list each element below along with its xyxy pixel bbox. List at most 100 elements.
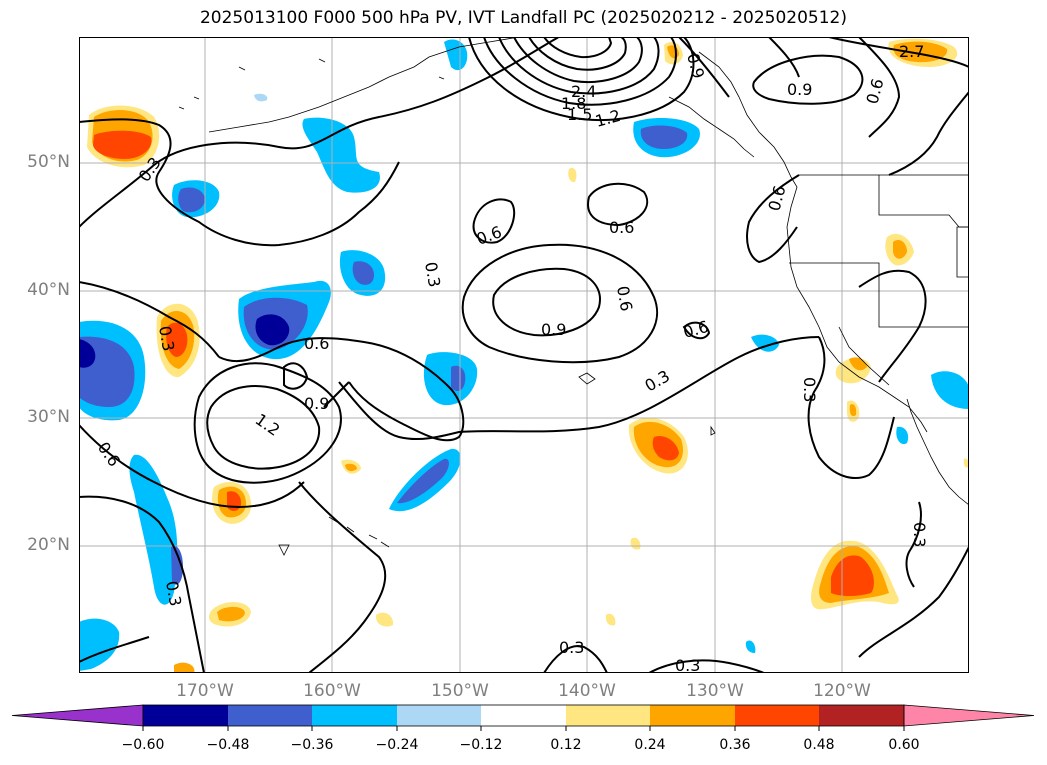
contour-line <box>193 362 342 484</box>
contour-label: 0.6 <box>609 218 634 237</box>
lon-label-160w: 160°W <box>303 681 361 701</box>
contour-line <box>905 501 922 588</box>
alaska-panhandle <box>668 96 755 158</box>
contour-line <box>298 481 387 673</box>
contour-line <box>543 37 613 59</box>
contour-label: 0.3 <box>421 260 444 288</box>
anomaly-blob <box>254 93 268 102</box>
contour-label: 1.8 <box>561 94 586 113</box>
colorbar-extend-max <box>903 704 1035 727</box>
contour-line <box>283 362 309 390</box>
contour-line <box>79 118 400 247</box>
anomaly-blob <box>568 167 577 183</box>
contour-label: 0.9 <box>541 320 566 339</box>
colorbar-label: −0.60 <box>121 737 165 753</box>
anomaly-blob <box>849 404 857 417</box>
gridlines <box>79 37 969 673</box>
baja-coast-line <box>906 398 969 506</box>
state-border <box>789 262 969 328</box>
contour-line <box>338 336 820 441</box>
contour-line <box>468 37 695 121</box>
anomaly-blob <box>375 612 394 627</box>
island-mark <box>578 372 596 385</box>
contour-line <box>807 336 895 479</box>
anomaly-blob <box>352 261 374 285</box>
anomaly-blob <box>174 662 195 673</box>
colorbar-label: 0.12 <box>550 737 582 753</box>
coastlines <box>178 37 969 556</box>
contour-line <box>79 495 205 673</box>
state-border <box>838 326 890 386</box>
contour-label: 0.3 <box>162 579 185 607</box>
contour-line <box>858 269 927 383</box>
colorbar-cell <box>143 705 228 726</box>
contour-label: 0.3 <box>675 656 700 673</box>
map-frame <box>79 37 969 673</box>
map-title: 2025013100 F000 500 hPa PV, IVT Landfall… <box>199 8 847 28</box>
contour-line <box>323 381 350 408</box>
contour-line <box>472 198 516 244</box>
lon-label-140w: 140°W <box>558 681 616 701</box>
lon-label-120w: 120°W <box>813 681 871 701</box>
contour-line <box>206 385 321 470</box>
anomaly-blob <box>451 365 466 392</box>
colorbar-cell <box>650 705 735 726</box>
aleutian-chain <box>208 37 520 133</box>
contour-line <box>746 174 800 264</box>
contour-label: 1.5 <box>567 105 592 124</box>
anomaly-blob <box>217 606 245 622</box>
contour-label: 0.6 <box>613 284 636 312</box>
contour-line <box>218 337 465 442</box>
colorbar-cell <box>312 705 397 726</box>
contour-label: 2.4 <box>571 82 596 101</box>
contour-line <box>461 243 659 364</box>
lat-label-40n: 40°N <box>27 280 70 300</box>
map-canvas: 0.3 0.3 0.3 0.3 0.3 0.3 0.3 0.3 0.3 0.6 … <box>79 37 969 673</box>
colorbar-cell <box>735 705 819 726</box>
anomaly-blob <box>166 322 188 357</box>
anomaly-blob <box>630 537 641 550</box>
colorbar-label: −0.36 <box>290 737 334 753</box>
contour-line <box>498 37 660 95</box>
contour-line <box>492 267 601 337</box>
contour-label: 0.3 <box>800 377 819 402</box>
map-panel: 0.3 0.3 0.3 0.3 0.3 0.3 0.3 0.3 0.3 0.6 … <box>79 37 969 673</box>
lat-label-30n: 30°N <box>27 407 70 427</box>
contour-label: 0.6 <box>304 334 329 353</box>
contour-line <box>888 91 969 176</box>
lat-label-20n: 20°N <box>27 535 70 555</box>
anomaly-blob <box>605 613 616 626</box>
island-mark <box>710 425 716 436</box>
contour-line <box>768 37 800 78</box>
anomaly-blob <box>423 352 478 406</box>
anomaly-blob <box>640 125 688 149</box>
contour-line <box>79 636 150 663</box>
colorbar-cell <box>397 705 481 726</box>
anomaly-blob <box>397 458 449 504</box>
lon-label-130w: 130°W <box>686 681 744 701</box>
contour-line <box>79 37 560 228</box>
west-coast-line <box>698 51 928 433</box>
anomaly-blob <box>745 640 756 653</box>
anomaly-blob <box>896 426 909 445</box>
lon-label-150w: 150°W <box>431 681 489 701</box>
colorbar-label: −0.48 <box>206 737 250 753</box>
anomaly-blob <box>171 545 183 585</box>
contour-label: 0.3 <box>155 324 178 352</box>
contour-line <box>587 182 649 227</box>
hawaii-islands <box>328 516 390 548</box>
contour-line <box>682 321 711 340</box>
colorbar-outline <box>142 704 905 727</box>
state-border <box>956 226 969 278</box>
contour-line <box>528 37 627 71</box>
colorbar-label: −0.12 <box>459 737 503 753</box>
anomaly-blob <box>963 458 969 468</box>
colorbar-cell <box>481 705 566 726</box>
anomaly-blob <box>79 339 96 368</box>
anomaly-blob <box>652 435 679 461</box>
anomaly-blob <box>178 187 205 213</box>
colorbar-cells <box>11 704 1035 727</box>
contour-label: 0.9 <box>304 394 329 413</box>
contour-line <box>79 281 220 358</box>
filled-anomaly-layer <box>79 38 969 673</box>
